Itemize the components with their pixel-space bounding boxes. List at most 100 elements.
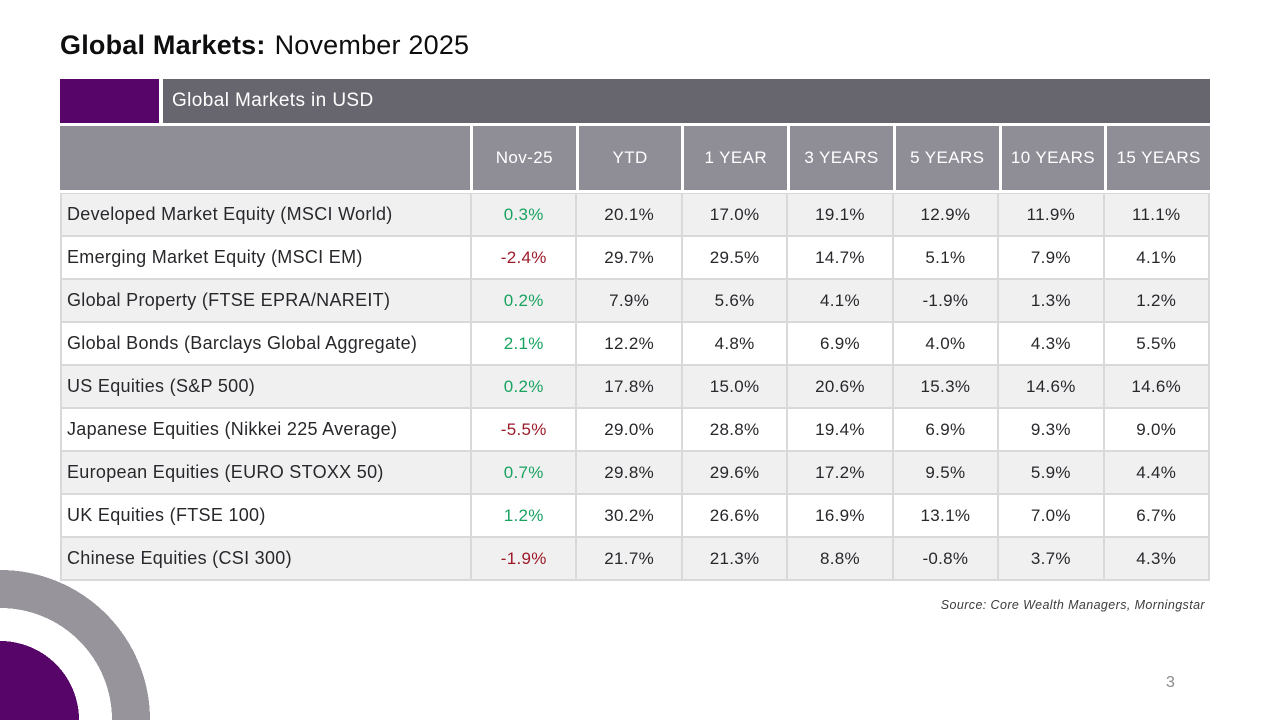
- value-cell: 13.1%: [891, 495, 997, 536]
- value-cell: 12.9%: [891, 194, 997, 235]
- table-row: UK Equities (FTSE 100) 1.2% 30.2% 26.6% 16.9…: [62, 495, 1208, 538]
- value-cell: 29.0%: [575, 409, 680, 450]
- row-label: Emerging Market Equity (MSCI EM): [67, 247, 363, 267]
- value-cell: 9.3%: [997, 409, 1102, 450]
- value-cell: 1.2%: [1102, 280, 1208, 321]
- value-cell: 17.8%: [575, 366, 680, 407]
- value-cell: 5.5%: [1102, 323, 1208, 364]
- table-body: Developed Market Equity (MSCI World) 0.3%…: [60, 193, 1210, 581]
- value-cell: 4.1%: [1102, 237, 1208, 278]
- corner-rings-decoration: [0, 555, 165, 720]
- value-cell: 26.6%: [680, 495, 786, 536]
- source-note: Source: Core Wealth Managers, Morningsta…: [940, 598, 1205, 612]
- value-cell: 11.9%: [997, 194, 1102, 235]
- value-cell: 7.9%: [997, 237, 1102, 278]
- value-cell: 6.9%: [786, 323, 891, 364]
- page-number: 3: [1166, 674, 1175, 691]
- value-cell: 4.4%: [1102, 452, 1208, 493]
- row-label: Global Bonds (Barclays Global Aggregate): [67, 333, 418, 353]
- value-cell: 21.7%: [575, 538, 680, 579]
- table-header-row: Nov-25 YTD 1 YEAR 3 YEARS 5 YEARS 10 YEARS 15 …: [60, 126, 1210, 190]
- value-cell: 9.0%: [1102, 409, 1208, 450]
- value-cell-monthly: -5.5%: [470, 409, 575, 450]
- value-cell: 17.0%: [680, 194, 786, 235]
- value-cell-monthly: 0.2%: [470, 366, 575, 407]
- table-title-bar: Global Markets in USD: [60, 79, 1210, 123]
- page-title-emphasis: Global Markets:: [60, 30, 266, 60]
- table-row: Global Property (FTSE EPRA/NAREIT) 0.2% 7.…: [62, 280, 1208, 323]
- value-cell: 4.1%: [786, 280, 891, 321]
- value-cell: 29.5%: [680, 237, 786, 278]
- header-cell: 1 YEAR: [681, 126, 787, 190]
- value-cell: 4.0%: [891, 323, 997, 364]
- value-cell: 5.9%: [997, 452, 1102, 493]
- value-cell: 6.9%: [891, 409, 997, 450]
- table-row: Global Bonds (Barclays Global Aggregate)…: [62, 323, 1208, 366]
- value-cell-monthly: 0.7%: [470, 452, 575, 493]
- header-cell-blank: [60, 126, 470, 190]
- header-cell: 3 YEARS: [787, 126, 893, 190]
- global-markets-table: Global Markets in USD Nov-25 YTD 1 YEAR 3 Y…: [60, 79, 1210, 581]
- value-cell: 4.8%: [680, 323, 786, 364]
- row-label: Developed Market Equity (MSCI World): [67, 204, 393, 224]
- value-cell: 4.3%: [1102, 538, 1208, 579]
- value-cell: 20.6%: [786, 366, 891, 407]
- value-cell: 11.1%: [1102, 194, 1208, 235]
- value-cell: 28.8%: [680, 409, 786, 450]
- value-cell: 8.8%: [786, 538, 891, 579]
- table-row: Chinese Equities (CSI 300) -1.9% 21.7% 21.3…: [62, 538, 1208, 581]
- value-cell: 29.7%: [575, 237, 680, 278]
- value-cell-monthly: 1.2%: [470, 495, 575, 536]
- value-cell: 9.5%: [891, 452, 997, 493]
- row-label: Japanese Equities (Nikkei 225 Average): [67, 419, 398, 439]
- table-row: US Equities (S&P 500) 0.2% 17.8% 15.0% 20.6%…: [62, 366, 1208, 409]
- value-cell: 15.0%: [680, 366, 786, 407]
- page-title-date: November 2025: [274, 30, 470, 60]
- table-row: Japanese Equities (Nikkei 225 Average) -5…: [62, 409, 1208, 452]
- table-title: Global Markets in USD: [163, 79, 1210, 123]
- header-cell: Nov-25: [470, 126, 576, 190]
- row-label: UK Equities (FTSE 100): [67, 505, 266, 525]
- table-row: Emerging Market Equity (MSCI EM) -2.4% 29.…: [62, 237, 1208, 280]
- header-cell: 15 YEARS: [1104, 126, 1210, 190]
- value-cell-monthly: -2.4%: [470, 237, 575, 278]
- table-row: European Equities (EURO STOXX 50) 0.7% 29.…: [62, 452, 1208, 495]
- value-cell: 16.9%: [786, 495, 891, 536]
- value-cell: -1.9%: [891, 280, 997, 321]
- value-cell: -0.8%: [891, 538, 997, 579]
- value-cell: 14.7%: [786, 237, 891, 278]
- value-cell: 5.1%: [891, 237, 997, 278]
- value-cell: 1.3%: [997, 280, 1102, 321]
- header-cell: 10 YEARS: [998, 126, 1105, 190]
- value-cell: 5.6%: [680, 280, 786, 321]
- value-cell: 20.1%: [575, 194, 680, 235]
- row-label: European Equities (EURO STOXX 50): [67, 462, 384, 482]
- value-cell: 21.3%: [680, 538, 786, 579]
- value-cell: 4.3%: [997, 323, 1102, 364]
- page-title: Global Markets: November 2025: [60, 30, 469, 61]
- value-cell-monthly: 0.3%: [470, 194, 575, 235]
- value-cell: 17.2%: [786, 452, 891, 493]
- accent-block: [60, 79, 163, 123]
- value-cell: 15.3%: [891, 366, 997, 407]
- value-cell: 7.9%: [575, 280, 680, 321]
- row-label: US Equities (S&P 500): [67, 376, 256, 396]
- value-cell-monthly: 2.1%: [470, 323, 575, 364]
- value-cell: 6.7%: [1102, 495, 1208, 536]
- value-cell: 29.8%: [575, 452, 680, 493]
- header-cell: YTD: [575, 126, 682, 190]
- value-cell: 14.6%: [997, 366, 1102, 407]
- value-cell: 30.2%: [575, 495, 680, 536]
- value-cell-monthly: -1.9%: [470, 538, 575, 579]
- table-row: Developed Market Equity (MSCI World) 0.3%…: [62, 194, 1208, 237]
- row-label: Global Property (FTSE EPRA/NAREIT): [67, 290, 391, 310]
- value-cell: 14.6%: [1102, 366, 1208, 407]
- value-cell: 7.0%: [997, 495, 1102, 536]
- value-cell: 3.7%: [997, 538, 1102, 579]
- value-cell: 19.4%: [786, 409, 891, 450]
- value-cell-monthly: 0.2%: [470, 280, 575, 321]
- header-cell: 5 YEARS: [892, 126, 999, 190]
- value-cell: 12.2%: [575, 323, 680, 364]
- value-cell: 19.1%: [786, 194, 891, 235]
- value-cell: 29.6%: [680, 452, 786, 493]
